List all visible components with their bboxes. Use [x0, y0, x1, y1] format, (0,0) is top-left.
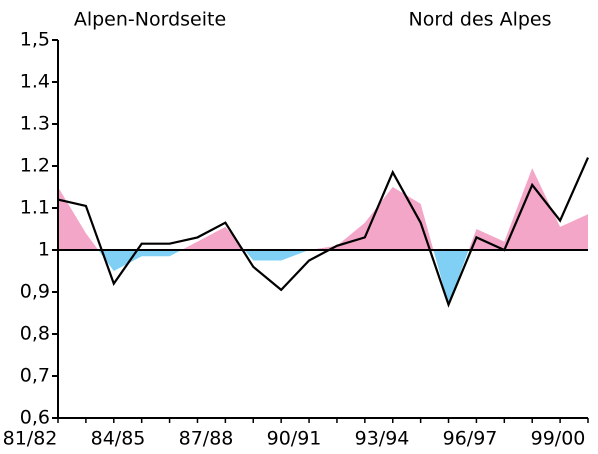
area-below	[58, 250, 588, 305]
chart-subtitle: Nord des Alpes	[408, 9, 551, 31]
x-tick-label: 87/88	[179, 428, 234, 450]
area-above	[58, 168, 588, 250]
x-tick-label: 96/97	[443, 428, 498, 450]
x-tick-label: 81/82	[3, 428, 58, 450]
y-tick-label: 1.1	[20, 197, 50, 219]
y-tick-label: 0,6	[20, 407, 50, 429]
y-tick-label: 1.4	[20, 71, 50, 93]
x-tick-label: 84/85	[91, 428, 146, 450]
y-tick-label: 0,7	[20, 365, 50, 387]
x-tick-label: 93/94	[355, 428, 410, 450]
x-tick-label: 90/91	[267, 428, 322, 450]
y-tick-label: 0,9	[20, 281, 50, 303]
y-tick-label: 1.3	[20, 113, 50, 135]
x-tick-label: 99/00	[531, 428, 586, 450]
y-tick-label: 0,8	[20, 323, 50, 345]
chart-title: Alpen-Nordseite	[74, 9, 226, 31]
y-tick-label: 1,5	[20, 29, 50, 51]
y-tick-label: 1.2	[20, 155, 50, 177]
y-tick-label: 1	[38, 239, 50, 261]
line	[57, 157, 590, 308]
